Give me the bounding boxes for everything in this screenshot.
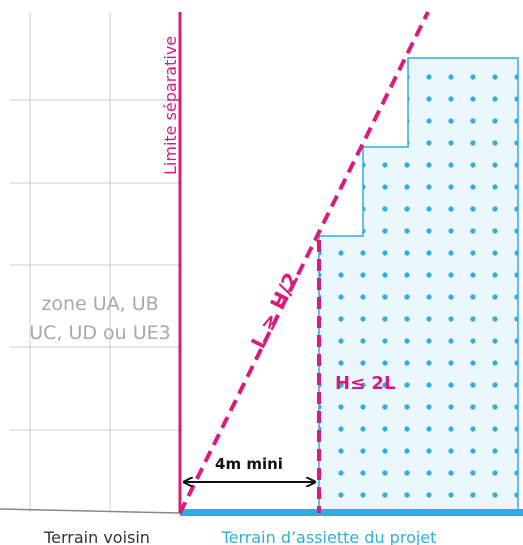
slope-dashed-line bbox=[178, 11, 430, 514]
ground-left-label: Terrain voisin bbox=[43, 528, 150, 545]
slope-rule-label: L ≥ H/2 bbox=[246, 269, 304, 353]
distance-label: 4m mini bbox=[215, 455, 283, 473]
limit-label: Limite séparative bbox=[161, 36, 180, 175]
project-ground-line bbox=[180, 509, 523, 516]
neighbor-zone-line2: UC, UD ou UE3 bbox=[29, 322, 171, 344]
height-rule-label: H≤ 2L bbox=[335, 373, 395, 394]
building-dot-pattern bbox=[319, 58, 518, 513]
neighbor-ground-line bbox=[0, 508, 181, 514]
neighbor-zone-line1: zone UA, UB bbox=[41, 293, 158, 315]
ground-right-label: Terrain d’assiette du projet bbox=[221, 528, 437, 545]
neighbor-building-grid bbox=[10, 12, 180, 512]
